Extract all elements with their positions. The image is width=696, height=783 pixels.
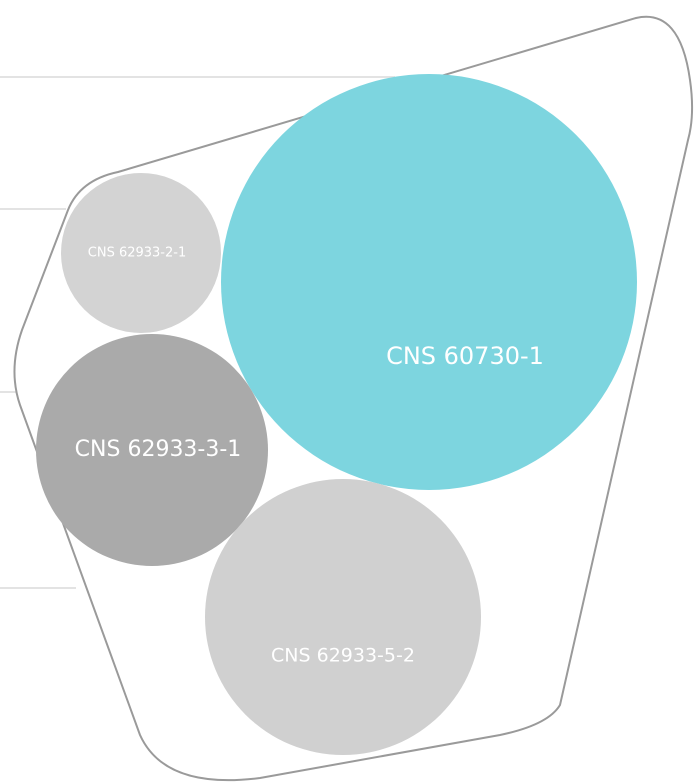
bubble-label: CNS 62933-2-1 — [88, 246, 186, 261]
bubble[interactable] — [205, 479, 481, 755]
bubble-label: CNS 62933-3-1 — [75, 437, 242, 462]
bubble-label: CNS 62933-5-2 — [271, 645, 415, 667]
bubble-label: CNS 60730-1 — [386, 342, 544, 370]
bubble[interactable] — [221, 74, 637, 490]
group-outline — [13, 15, 694, 782]
bubble[interactable] — [61, 173, 221, 333]
bubble[interactable] — [36, 334, 268, 566]
